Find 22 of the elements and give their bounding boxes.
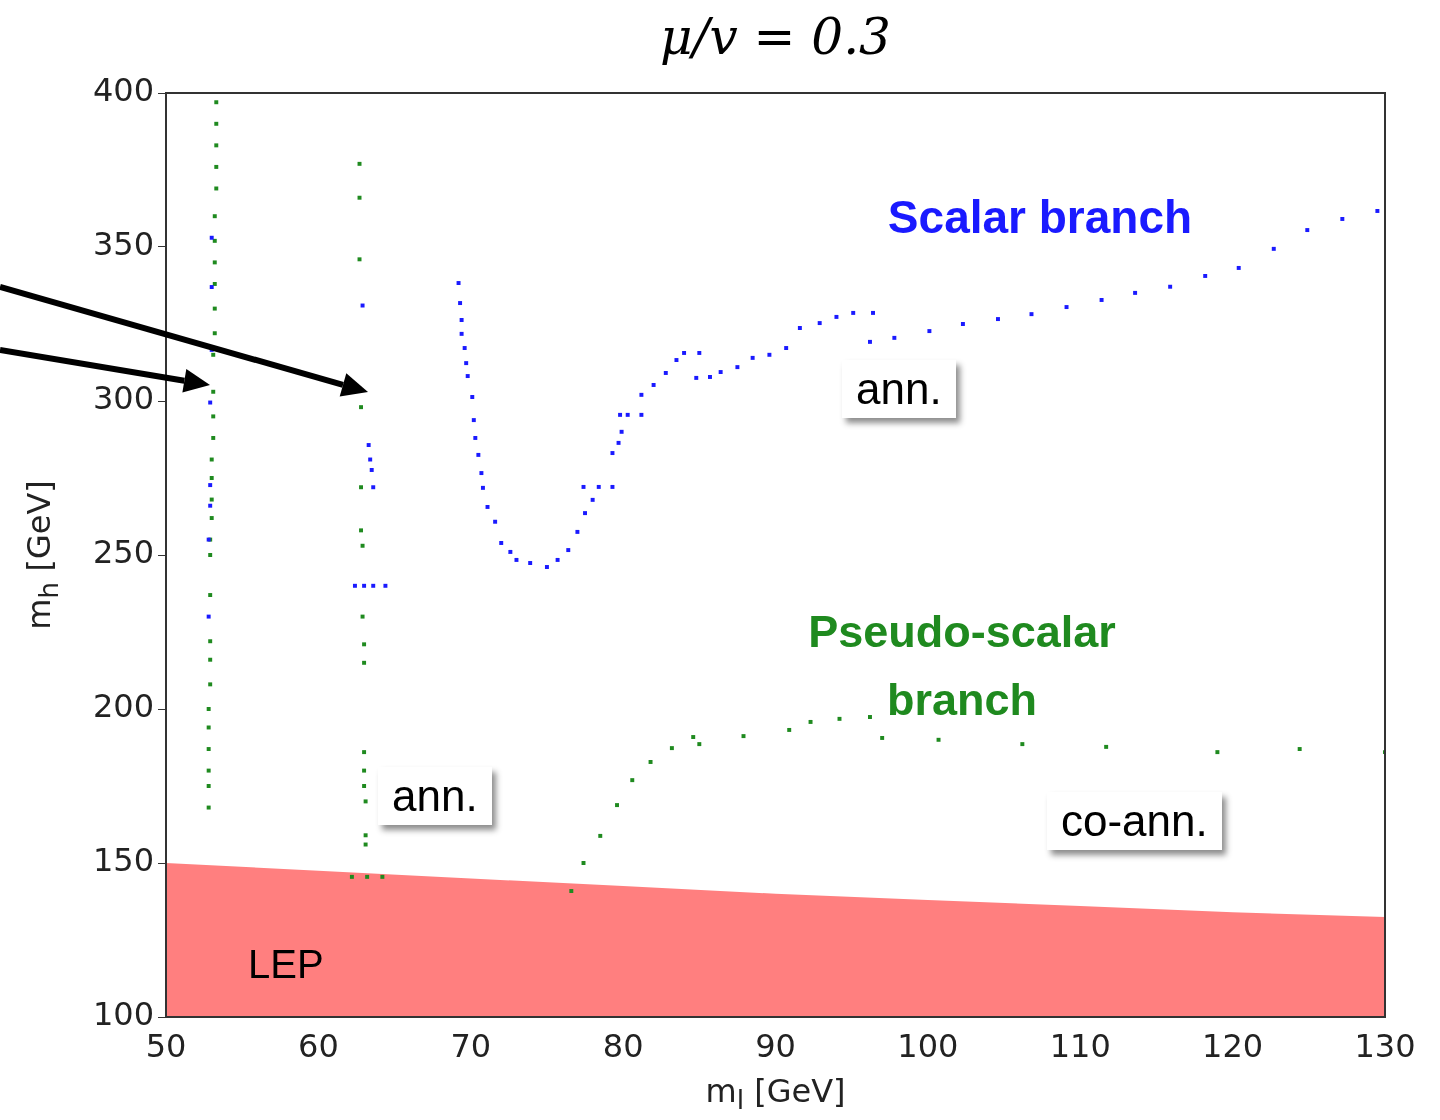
annotation: LEP <box>248 942 324 987</box>
x-tick-label: 80 <box>602 1026 644 1065</box>
y-tick-label: 300 <box>92 379 154 418</box>
annotation: Scalar branch <box>887 190 1193 244</box>
x-tick-label: 70 <box>450 1026 492 1065</box>
y-tick-label: 250 <box>92 533 154 572</box>
annotation: Pseudo-scalar branch <box>807 605 1117 727</box>
x-axis-title: m$_{l}$ [GeV] <box>704 1072 847 1116</box>
y-tick-label: 400 <box>92 71 154 110</box>
annotation: ann. <box>378 767 492 825</box>
y-tick-label: 350 <box>92 225 154 264</box>
x-tick-label: 60 <box>298 1026 339 1065</box>
y-tick-label: 150 <box>92 841 154 880</box>
x-tick-label: 100 <box>897 1026 959 1065</box>
annotation: co-ann. <box>1047 792 1222 850</box>
x-tick-label: 120 <box>1202 1026 1264 1065</box>
x-tick-label: 90 <box>755 1026 796 1065</box>
chart-title: μ/v = 0.3 <box>659 8 892 66</box>
x-tick-label: 130 <box>1354 1026 1416 1065</box>
x-tick-label: 110 <box>1049 1026 1111 1065</box>
annotation: ann. <box>842 360 956 418</box>
y-tick-label: 200 <box>92 687 154 726</box>
